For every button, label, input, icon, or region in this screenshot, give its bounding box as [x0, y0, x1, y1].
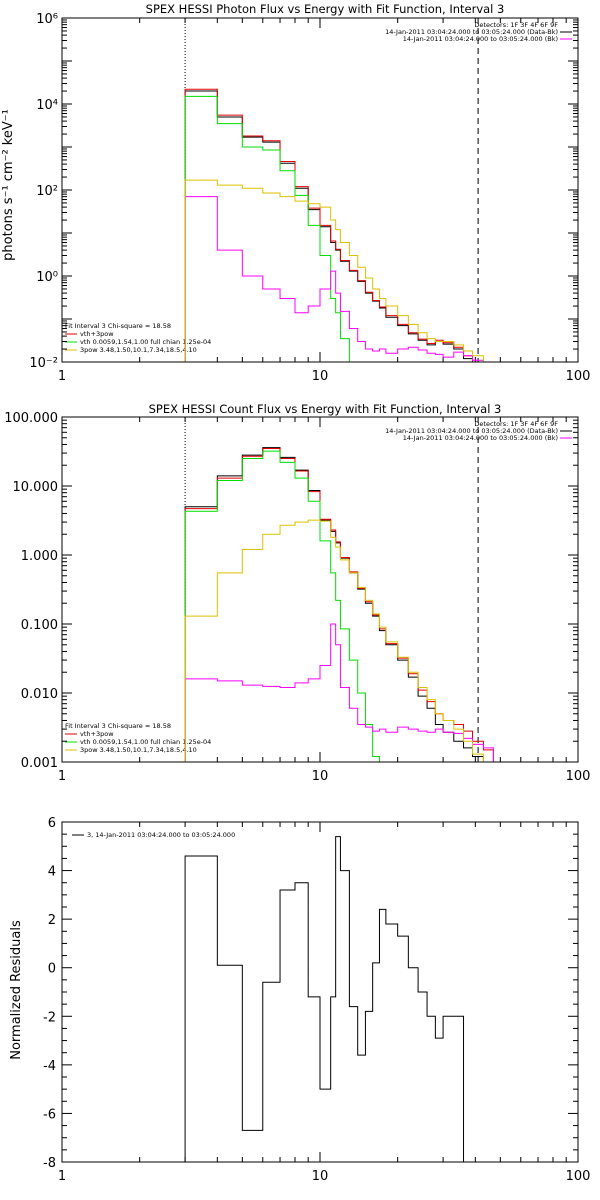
x-tick-label: 1: [58, 369, 66, 384]
y-axis-label: photons s⁻¹ cm⁻² keV⁻¹: [1, 109, 16, 261]
y-tick-label: 10²: [36, 184, 58, 199]
y-tick-label: 100.000: [4, 411, 58, 426]
legend-entry: Detectors: 1F 3F 4F 6F 9F: [474, 21, 558, 29]
legend-entry: 14-Jan-2011 03:04:24.000 to 03:05:24.000…: [385, 427, 558, 435]
residuals-panel: Normalized Residuals 3, 14-Jan-2011 03:0…: [9, 816, 590, 1184]
legend-entry: 14-Jan-2011 03:04:24.000 to 03:05:24.000…: [403, 35, 558, 43]
y-axis: 10⁻² 10⁰ 10² 10⁴ 10⁶: [29, 12, 578, 371]
y-tick-label: 10.000: [13, 480, 59, 495]
legend-entry: 3pow 3.48,1.50,10.1,7.34,18.5,4.10: [80, 746, 197, 754]
x-axis: 1 10 100: [58, 822, 591, 1184]
y-tick-label: -4: [43, 1059, 56, 1074]
legend-entry: Fit Interval 3 Chi-square = 18.58: [65, 722, 171, 730]
y-tick-label: 10⁴: [36, 98, 58, 113]
y-tick-label: 10⁰: [36, 270, 58, 285]
chart-title: SPEX HESSI Photon Flux vs Energy with Fi…: [146, 2, 505, 16]
series-layer: [184, 18, 494, 362]
svg-text:Normalized Residuals: Normalized Residuals: [9, 920, 24, 1060]
y-tick-label: 10⁶: [36, 12, 58, 27]
svg-text:photons s⁻¹ cm⁻² keV⁻¹: photons s⁻¹ cm⁻² keV⁻¹: [1, 109, 16, 261]
legend-entry: vth+3pow: [80, 730, 114, 738]
legend-entry: vth 0.0059,1.54,1.00 full chian 1.25e-04: [80, 738, 211, 746]
legend-entry: vth 0.0059,1.54,1.00 full chian 1.25e-04: [80, 338, 211, 346]
x-tick-label: 1: [58, 769, 66, 784]
legend-bottom-left: Fit Interval 3 Chi-square = 18.58vth+3po…: [65, 722, 211, 754]
plot-frame: [61, 17, 579, 363]
series-line-0: [184, 836, 479, 1162]
y-tick-label: -6: [43, 1107, 56, 1122]
series-layer: [184, 836, 479, 1162]
x-tick-label: 10: [312, 769, 329, 784]
series-layer: [184, 417, 494, 762]
series-line-0: [184, 90, 473, 362]
series-line-4: [184, 179, 494, 362]
y-axis: -8 -6 -4 -2 0 2 4 6: [43, 816, 578, 1171]
series-line-2: [184, 450, 380, 762]
series-line-4: [184, 519, 494, 762]
y-tick-label: 10⁻²: [29, 356, 58, 371]
x-axis: 1 10 100: [58, 417, 591, 784]
legend-entry: 14-Jan-2011 03:04:24.000 to 03:05:24.000…: [385, 28, 558, 36]
series-group: [184, 18, 494, 362]
x-tick-label: 100: [566, 369, 591, 384]
y-tick-label: 2: [48, 913, 56, 928]
y-tick-label: 0.100: [21, 618, 58, 633]
y-axis: 0.001 0.010 0.100 1.000 10.000 100.000: [4, 411, 578, 771]
y-tick-label: 0.001: [21, 756, 58, 771]
series-line-3: [184, 623, 494, 762]
legend-entry: 14-Jan-2011 03:04:24.000 to 03:05:24.000…: [403, 434, 558, 442]
legend-entry: 3pow 3.48,1.50,10.1,7.34,18.5,4.10: [80, 346, 197, 354]
legend-bottom-left: Fit Interval 3 Chi-square = 18.58vth+3po…: [65, 322, 211, 354]
series-line-3: [184, 196, 494, 362]
series-line-0: [184, 447, 494, 762]
chart-title: SPEX HESSI Count Flux vs Energy with Fit…: [149, 402, 502, 416]
series-group: [184, 417, 494, 762]
y-axis-label: Normalized Residuals: [9, 920, 24, 1060]
count-flux-panel: SPEX HESSI Count Flux vs Energy with Fit…: [4, 402, 590, 784]
y-tick-label: 0: [48, 962, 56, 977]
x-tick-label: 1: [58, 1169, 66, 1184]
plot-frame: [61, 416, 579, 763]
series-line-2: [184, 95, 359, 362]
y-tick-label: -2: [43, 1010, 56, 1025]
y-tick-label: 4: [48, 865, 56, 880]
legend-entry: vth+3pow: [80, 330, 114, 338]
legend-entry: 3, 14-Jan-2011 03:04:24.000 to 03:05:24.…: [87, 831, 235, 839]
series-line-1: [184, 88, 484, 362]
y-tick-label: 6: [48, 816, 56, 831]
y-tick-label: 0.010: [21, 687, 58, 702]
photon-flux-panel: SPEX HESSI Photon Flux vs Energy with Fi…: [1, 2, 590, 384]
legend: 3, 14-Jan-2011 03:04:24.000 to 03:05:24.…: [72, 831, 235, 839]
series-line-1: [184, 447, 494, 762]
x-tick-label: 100: [566, 1169, 591, 1184]
series-group: [184, 836, 479, 1162]
plot-frame: [61, 821, 579, 1163]
y-tick-label: 1.000: [21, 549, 58, 564]
x-tick-label: 10: [312, 369, 329, 384]
legend-entry: Fit Interval 3 Chi-square = 18.58: [65, 322, 171, 330]
x-tick-label: 10: [312, 1169, 329, 1184]
legend-entry: Detectors: 1F 3F 4F 6F 9F: [474, 420, 558, 428]
y-tick-label: -8: [43, 1156, 56, 1171]
x-tick-label: 100: [566, 769, 591, 784]
